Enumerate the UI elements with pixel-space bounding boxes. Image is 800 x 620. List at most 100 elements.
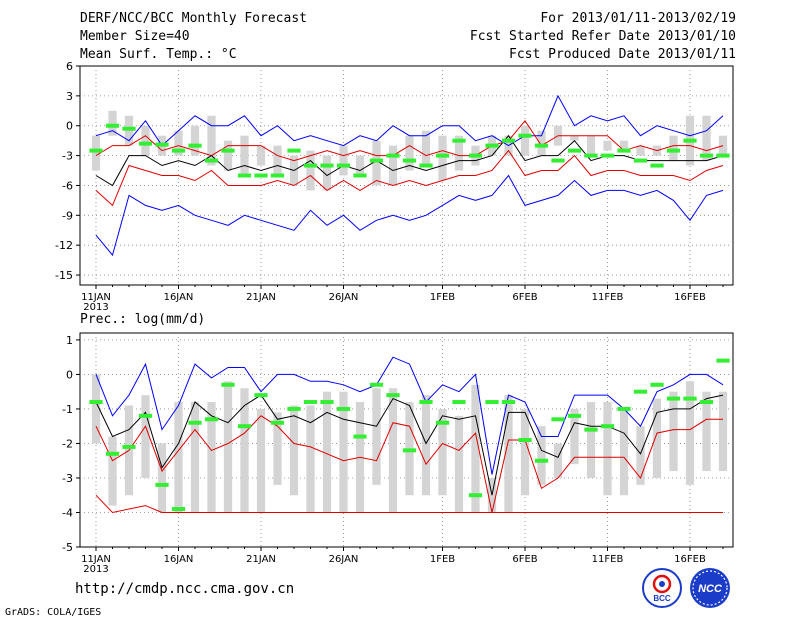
temp-ensemble-box (405, 135, 414, 171)
prec-ensemble-box (718, 391, 728, 472)
temp-mean-marker (518, 133, 532, 138)
temp-mean-marker (452, 138, 466, 143)
ncc-logo-text: NCC (698, 583, 723, 595)
temp-mean-marker (171, 148, 186, 153)
temp-mean-marker (683, 138, 697, 143)
temp-mean-marker (155, 142, 169, 147)
prec-ensemble-box (438, 408, 447, 496)
temp-x-tick-label: 26JAN (329, 292, 359, 303)
footer-url[interactable]: http://cmdp.ncc.cma.gov.cn (75, 581, 295, 597)
temp-mean-marker (666, 148, 681, 153)
temp-ensemble-box (91, 135, 101, 171)
prec-mean-marker (699, 400, 714, 405)
prec-mean-marker (551, 417, 565, 422)
prec-ensemble-box (223, 381, 233, 513)
prec-ensemble-box (702, 391, 711, 472)
prec-panel-title: Prec.: log(mm/d) (80, 312, 205, 327)
prec-ensemble-box (289, 405, 299, 496)
temp-x-tick-label: 6FEB (512, 292, 537, 303)
temp-ensemble-box (702, 115, 711, 161)
prec-ensemble-box (553, 443, 563, 478)
prec-mean-marker (567, 413, 582, 418)
temp-min-line (95, 174, 724, 257)
temp-ensemble-box (256, 145, 266, 166)
temp-mean-marker (600, 153, 615, 158)
prec-lower-line (95, 494, 723, 514)
temp-y-tick-label: 0 (66, 120, 73, 133)
prec-ensemble-box (619, 408, 629, 496)
temp-mean-marker (402, 158, 417, 163)
prec-mean-marker (501, 400, 516, 405)
prec-x-tick-label: 16FEB (674, 554, 706, 565)
temp-mean-marker (584, 153, 598, 158)
prec-mean-marker (369, 382, 384, 387)
prec-mean-marker (633, 389, 648, 394)
temp-mean-marker (287, 148, 301, 153)
prec-mean-marker (452, 400, 466, 405)
temp-lower-line (95, 149, 724, 207)
temp-x-tick-label: 16JAN (164, 292, 194, 303)
temp-mean-marker (699, 153, 714, 158)
prec-mean-marker (650, 382, 664, 387)
prec-ensemble-box (157, 443, 167, 513)
bcc-logo-text: BCC (653, 594, 671, 603)
start-refer-date: Fcst Started Refer Date 2013/01/10 (469, 29, 736, 44)
temp-mean-marker (386, 153, 400, 158)
prec-x-tick-label: 16JAN (164, 554, 194, 565)
prec-y-tick-label: 0 (66, 368, 73, 381)
prec-ensemble-box (207, 402, 216, 513)
temp-x-tick-label: 16FEB (674, 292, 706, 303)
temp-mean-marker (485, 143, 499, 148)
prec-ensemble-box (108, 436, 117, 506)
prec-ensemble-box (603, 402, 612, 496)
prec-y-tick-label: -2 (62, 437, 73, 450)
temp-ensemble-box (339, 145, 348, 176)
temp-mean-marker (567, 148, 582, 153)
prec-mean-marker (122, 444, 136, 449)
temp-mean-marker (534, 143, 549, 148)
temp-y-tick-label: 3 (66, 90, 73, 103)
temp-x-tick-label: 21JAN (246, 292, 276, 303)
prec-ensemble-box (570, 408, 579, 465)
prec-ensemble-box (586, 402, 596, 478)
prec-max-line (95, 356, 724, 475)
prec-mean-marker (105, 451, 120, 456)
temp-mean-marker (650, 163, 664, 168)
prec-y-tick-label: -5 (62, 541, 73, 554)
prec-y-tick-label: -4 (62, 506, 73, 519)
temp-x-year-label: 2013 (83, 302, 108, 313)
temp-ensemble-box (520, 125, 530, 156)
prec-mean-marker (468, 493, 483, 498)
prec-mean-marker (617, 406, 631, 411)
prec-mean-marker (320, 400, 334, 405)
prec-x-year-label: 2013 (83, 564, 108, 575)
temp-ensemble-box (355, 155, 365, 176)
prec-x-tick-label: 11FEB (592, 554, 624, 565)
temp-mean-marker (419, 163, 433, 168)
prec-x-tick-label: 26JAN (329, 554, 359, 565)
temp-mean-marker (435, 153, 450, 158)
prec-mean-marker (419, 400, 433, 405)
temp-mean-marker (204, 158, 219, 163)
prec-mean-marker (287, 406, 301, 411)
temp-ensemble-box (322, 155, 332, 191)
temp-ensemble-box (174, 130, 183, 156)
temp-mean-marker (320, 163, 334, 168)
prec-median-line (95, 394, 724, 496)
temp-ensemble-box (669, 135, 678, 161)
prec-ensemble-box (652, 398, 662, 478)
member-size: Member Size=40 (80, 29, 190, 44)
temp-ensemble-box (207, 115, 216, 166)
prec-ensemble-box (537, 426, 546, 485)
temp-mean-marker (254, 173, 268, 178)
temp-mean-marker (237, 173, 252, 178)
temp-y-tick-label: -6 (62, 179, 73, 192)
temp-ensemble-box (388, 145, 398, 186)
temp-mean-marker (617, 148, 631, 153)
temp-mean-marker (303, 163, 318, 168)
bcc-logo: BCC (642, 568, 682, 608)
prec-y-tick-label: -1 (62, 403, 73, 416)
prec-mean-marker (336, 406, 351, 411)
